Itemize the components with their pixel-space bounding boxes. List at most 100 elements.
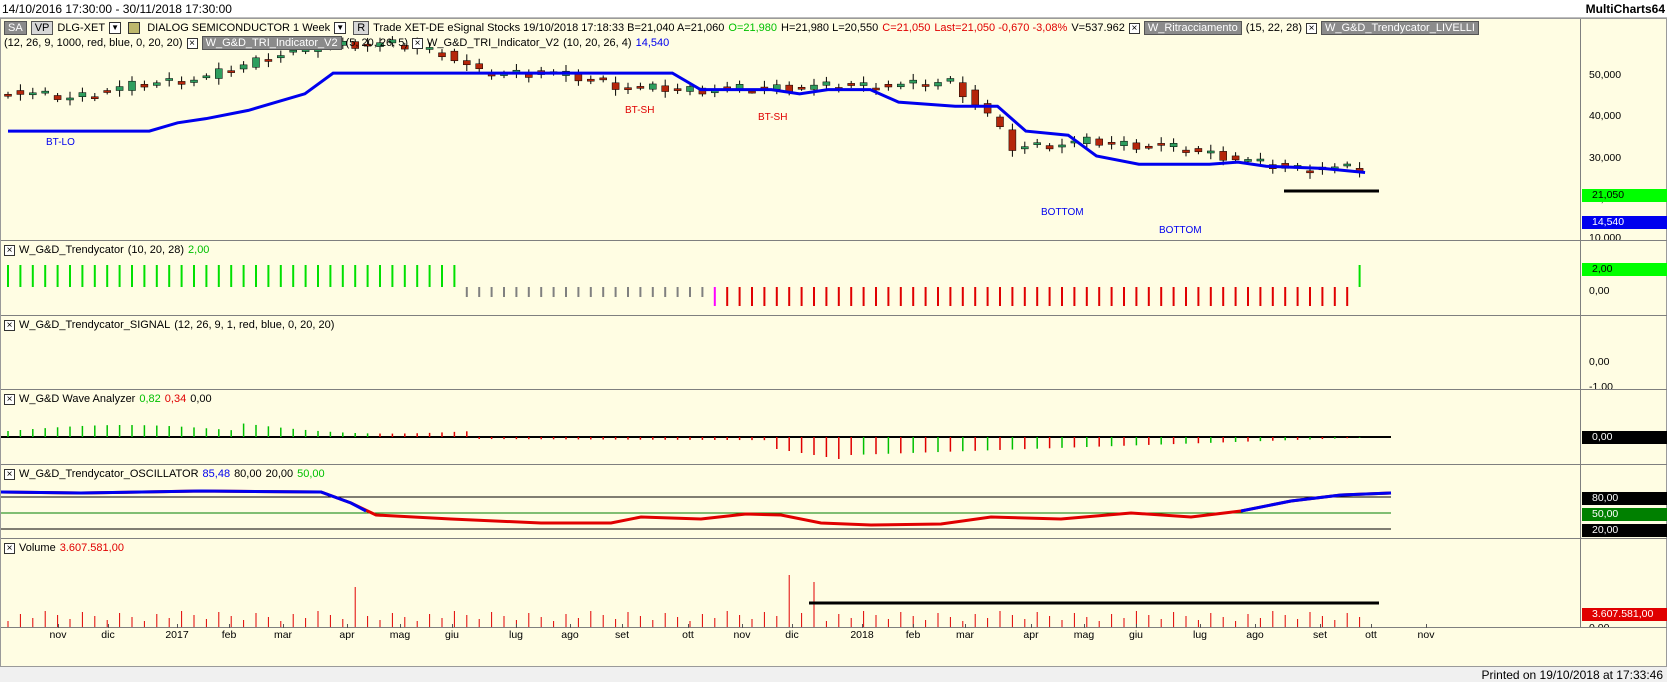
wave-value-2: 0,34	[164, 393, 187, 405]
close-study-icon[interactable]: ×	[4, 468, 15, 480]
candle-body	[252, 57, 260, 68]
candle-body	[909, 79, 917, 84]
vp-button[interactable]: VP	[30, 21, 54, 36]
close-value: C=21,050	[882, 22, 931, 34]
candle-body	[1231, 155, 1240, 161]
oscillator-pane[interactable]: × W_G&D_Trendycator_OSCILLATOR 85,48 80,00 2…	[1, 465, 1667, 539]
candle-body	[115, 86, 124, 91]
wave-value-3: 0,00	[190, 393, 212, 405]
price-pane[interactable]: BT-LO BT-SH BT-SH BOTTOM BOTTOM SA VP DLG-XET ▼…	[1, 19, 1667, 241]
oscillator-value-2: 80,00	[234, 468, 262, 480]
candle-body	[810, 84, 818, 90]
signal-plot-area[interactable]	[1, 316, 1581, 389]
time-axis-tick	[1136, 624, 1137, 628]
close-study-icon[interactable]: ×	[412, 37, 424, 49]
time-axis-label: apr	[1023, 629, 1039, 641]
oscillator-plot-area[interactable]	[1, 465, 1581, 538]
candle-body	[934, 82, 942, 87]
candle-body	[1256, 158, 1265, 162]
candle-body	[78, 92, 87, 97]
study-params-0: (12, 26, 9, 1000, red, blue, 0, 20, 20)	[4, 37, 183, 49]
color-swatch-icon[interactable]	[128, 22, 141, 35]
sa-button[interactable]: SA	[4, 21, 27, 36]
candle-body	[1219, 151, 1227, 161]
oscillator-badge-20: 20,00	[1582, 524, 1667, 537]
candle-body	[4, 93, 12, 97]
study-tri-v2-a[interactable]: W_G&D_TRI_Indicator_V2	[201, 36, 342, 51]
candle-body	[463, 60, 471, 66]
close-study-icon[interactable]: ×	[186, 37, 198, 49]
candle-body	[165, 78, 173, 81]
volume-current: 3.607.581,00	[59, 542, 124, 554]
price-axis-label-cut: 10,000	[1589, 232, 1622, 240]
wave-badge: 0,00	[1582, 431, 1667, 444]
trend-level-line	[8, 71, 1366, 174]
time-axis-tick	[1320, 624, 1321, 628]
time-axis-tick	[622, 624, 623, 628]
time-axis-tick	[283, 624, 284, 628]
candle-body	[624, 87, 632, 90]
time-axis-label: lug	[1192, 629, 1208, 641]
candle-body	[66, 97, 74, 101]
time-axis-tick	[862, 624, 863, 628]
trendycator-plot-area[interactable]	[1, 241, 1581, 315]
time-axis-tick	[347, 624, 348, 628]
time-axis-label: feb	[905, 629, 921, 641]
candle-body	[1343, 163, 1351, 167]
close-study-icon[interactable]: ×	[4, 393, 15, 405]
close-study-icon[interactable]: ×	[4, 542, 15, 554]
volume-plot-area[interactable]	[1, 539, 1581, 627]
volume-histogram	[7, 575, 1379, 627]
time-axis-tick	[1084, 624, 1085, 628]
candle-body	[661, 85, 669, 92]
study-ritracciamento[interactable]: W_Ritracciamento	[1143, 21, 1242, 36]
symbol-dropdown-icon[interactable]: ▼	[109, 22, 122, 35]
candle-body	[351, 41, 359, 49]
chart-window[interactable]: BT-LO BT-SH BT-SH BOTTOM BOTTOM SA VP DLG-XET ▼…	[0, 18, 1667, 667]
wave-plot-area[interactable]	[1, 390, 1581, 464]
trendycator-pane[interactable]: × W_G&D_Trendycator (10, 20, 28) 2,00 2,00 …	[1, 241, 1667, 316]
oscillator-line-blue	[1, 489, 367, 513]
time-axis-tick	[1255, 624, 1256, 628]
time-axis[interactable]: nov dic 2017 feb mar apr mag giu lug ago set ott nov…	[1, 624, 1667, 641]
candle-body	[946, 78, 955, 82]
candle-body	[29, 92, 37, 96]
close-study-icon[interactable]: ×	[4, 319, 15, 331]
candle-body	[574, 74, 583, 82]
time-axis-label: set	[1312, 629, 1328, 641]
close-study-icon[interactable]: ×	[4, 244, 15, 256]
candle-body	[475, 63, 483, 70]
time-axis-tick	[452, 624, 453, 628]
close-study-icon[interactable]: ×	[1128, 22, 1140, 34]
study-livelli[interactable]: W_G&D_Trendycator_LIVELLI	[1320, 21, 1479, 36]
oscillator-chart	[1, 489, 1392, 530]
resolution-dropdown-icon[interactable]: ▼	[334, 22, 347, 35]
candle-body	[996, 116, 1004, 127]
date-range: 14/10/2016 17:30:00 - 30/11/2018 17:30:0…	[2, 2, 232, 16]
time-axis-label: mar	[273, 629, 293, 641]
time-axis-tick	[229, 624, 230, 628]
candle-body	[897, 83, 905, 88]
time-axis-label: apr	[339, 629, 355, 641]
candle-body	[1157, 143, 1165, 146]
wave-value-1: 0,82	[139, 393, 161, 405]
time-axis-label: 2018	[850, 629, 874, 641]
close-study-icon[interactable]: ×	[1305, 22, 1317, 34]
last-price-badge: 21,050	[1582, 189, 1667, 202]
candle-body	[1058, 144, 1066, 148]
signal-pane[interactable]: × W_G&D_Trendycator_SIGNAL (12, 26, 9, 1, …	[1, 316, 1667, 390]
study-tri-v2-b-params: (10, 20, 26, 4)	[563, 37, 632, 49]
price-chart: BT-LO BT-SH BT-SH BOTTOM BOTTOM	[4, 36, 1379, 236]
volume-value: V=537.962	[1071, 22, 1125, 34]
study-tri-v2-b[interactable]: W_G&D_TRI_Indicator_V2	[427, 37, 560, 49]
time-axis-tick	[1371, 624, 1372, 628]
time-axis-label: dic	[785, 629, 799, 641]
time-axis-tick	[1426, 624, 1427, 628]
wave-pane[interactable]: × W_G&D Wave Analyzer 0,82 0,34 0,00 0,00	[1, 390, 1667, 465]
signal-annotation: BOTTOM	[1159, 225, 1202, 236]
price-plot-area[interactable]: BT-LO BT-SH BT-SH BOTTOM BOTTOM	[1, 19, 1581, 240]
r-button[interactable]: R	[353, 21, 370, 36]
trendycator-badge: 2,00	[1582, 263, 1667, 276]
volume-header: × Volume 3.607.581,00	[4, 541, 128, 556]
